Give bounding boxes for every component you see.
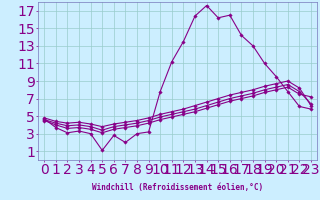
- X-axis label: Windchill (Refroidissement éolien,°C): Windchill (Refroidissement éolien,°C): [92, 183, 263, 192]
